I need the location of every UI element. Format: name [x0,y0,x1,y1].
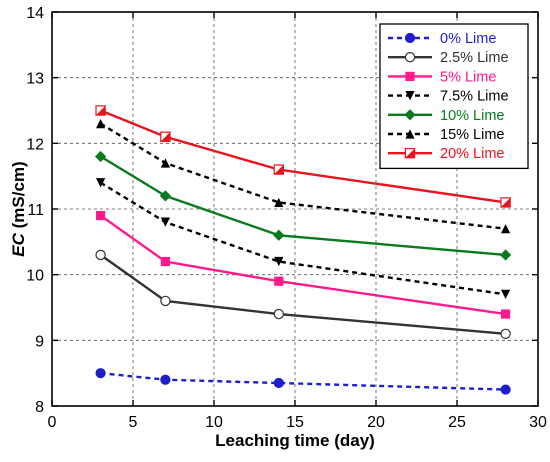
legend-swatch-marker [404,32,416,44]
legend-label: 15% Lime [440,127,504,143]
data-point [95,105,106,116]
data-point [501,309,511,319]
legend-item: 7.5% Lime [388,89,509,105]
series-6 [95,105,511,208]
legend-swatch-marker [404,148,416,159]
legend-swatch-marker [404,52,416,63]
x-tick-label: 10 [205,414,223,431]
y-tick-label: 14 [26,5,44,22]
y-axis-title: EC (mS/cm) [9,161,28,256]
series-line [99,253,506,335]
data-point [159,190,171,202]
y-tick-label: 8 [35,399,44,416]
marker-fill [501,197,511,208]
data-point [500,197,511,208]
data-point [95,150,107,163]
data-point [501,224,511,234]
data-point [96,178,106,188]
legend-label: 0% Lime [440,31,496,47]
series-line [100,109,506,204]
data-point [160,295,171,307]
data-point [501,289,511,299]
y-tick-label: 11 [27,202,44,219]
legend-swatch-marker [405,71,415,81]
series-layer [95,105,512,395]
y-tick-label: 10 [26,268,44,285]
series-2 [96,210,511,319]
data-point [500,249,512,261]
legend-item: 0% Lime [388,31,496,47]
legend-box [379,23,529,170]
series-3 [96,178,511,299]
legend: 0% Lime 2.5% Lime 5% Lime 7.5% Lime 10% Lime… [379,23,529,170]
legend-item: 15% Lime [388,127,504,143]
data-point [96,119,106,129]
marker-fill [274,165,284,175]
series-line [99,122,506,230]
axis-ticks: 0 5 10 15 20 25 30 8 9 10 11 12 13 14 [26,5,547,431]
legend-item: 5% Lime [388,69,496,85]
data-point [273,308,284,320]
series-line [99,181,506,296]
marker-fill [96,105,106,116]
data-point [160,256,170,267]
data-point [160,374,171,385]
legend-swatch-marker [404,109,416,121]
x-tick-label: 5 [129,414,138,431]
x-tick-label: 30 [529,414,547,431]
data-point [500,384,511,395]
legend-label: 20% Lime [440,146,504,162]
data-point [273,164,285,175]
y-tick-label: 9 [35,333,44,350]
series-line [99,214,506,316]
marker-fill [405,148,415,158]
series-line [99,155,506,257]
x-tick-label: 0 [48,414,57,431]
series-0 [95,368,511,395]
y-axis-title-unit: (mS/cm) [9,161,28,233]
data-point [160,131,171,142]
series-line [100,371,506,391]
legend-label: 7.5% Lime [440,89,509,105]
marker-fill [160,132,170,142]
data-point [273,229,285,241]
data-point [95,368,106,379]
legend-swatch-marker [405,129,415,139]
legend-label: 5% Lime [440,69,496,85]
data-point [273,377,284,389]
data-point [274,256,284,267]
x-tick-label: 25 [448,414,466,431]
x-tick-label: 20 [367,414,385,431]
x-axis-title: Leaching time (day) [215,431,375,450]
data-point [160,217,170,227]
legend-swatch-marker [405,91,415,101]
y-axis-title-symbol: EC [9,232,28,256]
x-tick-label: 15 [286,414,304,431]
series-5 [96,119,511,234]
y-tick-label: 13 [26,71,44,88]
legend-label: 10% Lime [440,108,504,124]
legend-item: 2.5% Lime [388,50,509,66]
data-point [96,210,106,221]
legend-label: 2.5% Lime [440,50,509,66]
legend-item: 20% Lime [388,146,504,162]
data-point [160,158,170,168]
data-point [500,328,511,339]
data-point [95,249,106,261]
series-4 [95,150,512,261]
data-point [274,276,284,286]
series-1 [95,249,511,339]
legend-item: 10% Lime [388,108,504,124]
data-point [274,197,284,208]
y-tick-label: 12 [26,136,44,153]
